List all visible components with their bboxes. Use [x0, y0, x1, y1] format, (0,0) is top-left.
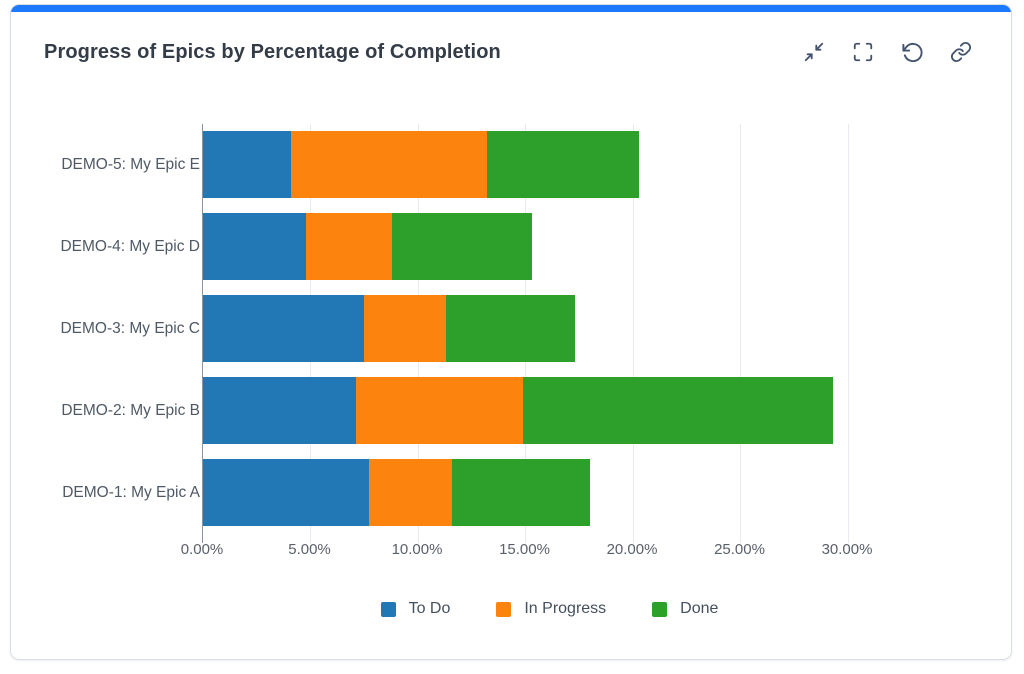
bar-segment-to-do[interactable] [203, 131, 292, 198]
chart-gadget-card: Progress of Epics by Percentage of Compl… [10, 4, 1012, 660]
link-button[interactable] [949, 40, 973, 64]
fullscreen-button[interactable] [851, 40, 875, 64]
bar-segment-done[interactable] [392, 213, 532, 280]
stacked-bar [203, 213, 897, 280]
card-accent-bar [11, 5, 1011, 12]
category-labels: DEMO-5: My Epic E DEMO-4: My Epic D DEMO-3… [11, 124, 202, 534]
x-tick-label: 10.00% [391, 541, 443, 558]
bar-segment-done[interactable] [452, 459, 590, 526]
bar-segment-to-do[interactable] [203, 459, 369, 526]
stacked-bar [203, 131, 897, 198]
fullscreen-icon [852, 41, 874, 63]
bar-segment-in-progress[interactable] [364, 295, 446, 362]
stacked-bar-chart: DEMO-5: My Epic E DEMO-4: My Epic D DEMO-3… [11, 124, 1011, 618]
legend-label: To Do [408, 600, 451, 617]
bar-segment-in-progress[interactable] [355, 377, 524, 444]
legend-swatch-done [652, 601, 668, 617]
stacked-bar [203, 459, 897, 526]
gridline [847, 124, 849, 543]
bar-segment-in-progress[interactable] [368, 459, 453, 526]
refresh-button[interactable] [900, 40, 924, 64]
x-tick-label: 15.00% [499, 541, 550, 558]
x-tick-label: 30.00% [821, 541, 873, 558]
plot-area [202, 124, 897, 543]
gadget-actions [802, 40, 973, 64]
stacked-bar [203, 377, 897, 444]
x-tick-label: 0.00% [180, 541, 224, 558]
bar-segment-to-do[interactable] [203, 295, 365, 362]
gadget-header: Progress of Epics by Percentage of Compl… [11, 12, 1011, 64]
legend-swatch-to-do [380, 601, 396, 617]
x-tick-label: 5.00% [288, 541, 331, 558]
category-label: DEMO-4: My Epic D [60, 238, 200, 255]
legend-label: In Progress [524, 600, 607, 617]
category-label: DEMO-2: My Epic B [61, 402, 200, 419]
bar-segment-to-do[interactable] [203, 213, 307, 280]
gridline [740, 124, 741, 543]
legend-item-to-do[interactable]: To Do [380, 600, 451, 618]
bar-segment-in-progress[interactable] [306, 213, 393, 280]
x-axis: 0.00% 5.00% 10.00% 15.00% 20.00% 25.00% 30.00% [181, 534, 897, 564]
bar-segment-done[interactable] [486, 131, 640, 198]
category-label: DEMO-1: My Epic A [62, 484, 200, 501]
refresh-icon [901, 41, 924, 64]
chart-legend: To Do In Progress Done [202, 600, 897, 618]
bar-segment-in-progress[interactable] [291, 131, 487, 198]
bar-row [203, 206, 897, 288]
link-icon [950, 41, 972, 63]
x-tick-label: 25.00% [714, 541, 765, 558]
bar-row [203, 452, 897, 534]
collapse-button[interactable] [802, 40, 826, 64]
page-title: Progress of Epics by Percentage of Compl… [44, 40, 501, 63]
stacked-bar [203, 295, 897, 362]
legend-item-done[interactable]: Done [652, 600, 718, 618]
bar-segment-to-do[interactable] [203, 377, 356, 444]
x-tick-label: 20.00% [606, 541, 658, 558]
gridline [632, 124, 634, 543]
bar-row [203, 370, 897, 452]
legend-label: Done [680, 600, 719, 617]
category-label: DEMO-5: My Epic E [61, 156, 200, 173]
bar-segment-done[interactable] [445, 295, 575, 362]
bar-segment-done[interactable] [523, 377, 833, 444]
category-label: DEMO-3: My Epic C [60, 320, 200, 337]
legend-swatch-in-progress [496, 601, 512, 617]
zero-tick-mark [202, 534, 203, 543]
bar-row [203, 288, 897, 370]
collapse-icon [803, 41, 825, 63]
bar-row [203, 124, 897, 206]
legend-item-in-progress[interactable]: In Progress [496, 600, 606, 618]
